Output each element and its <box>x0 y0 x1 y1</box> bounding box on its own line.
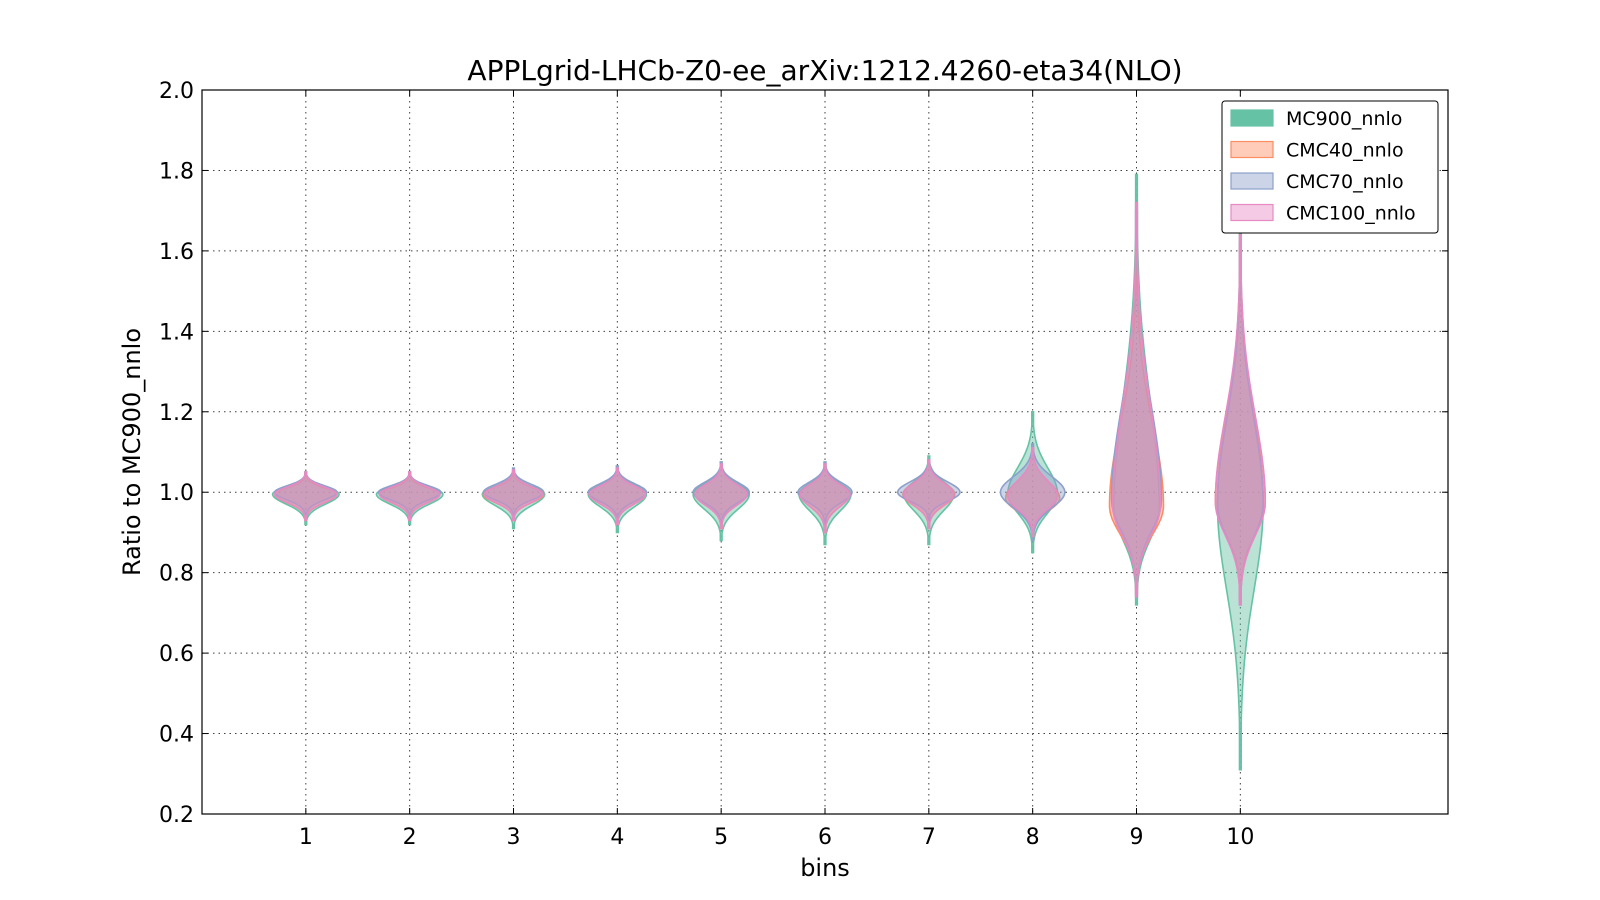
y-tick-label: 1.0 <box>159 481 194 506</box>
chart-title: APPLgrid-LHCb-Z0-ee_arXiv:1212.4260-eta3… <box>467 54 1182 87</box>
violin-CMC100_nnlo-bin-7 <box>903 459 955 530</box>
legend-swatch <box>1230 109 1274 127</box>
violin-CMC100_nnlo-bin-6 <box>799 463 851 534</box>
violin-CMC100_nnlo-bin-10 <box>1214 234 1267 606</box>
x-tick-label: 9 <box>1130 825 1144 850</box>
x-tick-label: 2 <box>403 825 417 850</box>
violin-CMC100_nnlo-bin-4 <box>588 467 647 526</box>
violin-MC900_nnlo-bin-7 <box>903 455 955 546</box>
legend: MC900_nnlo CMC40_nnlo CMC70_nnlo CMC100_nnl… <box>1221 100 1439 234</box>
violin-CMC70_nnlo-bin-3 <box>482 467 545 518</box>
violin-CMC100_nnlo-bin-3 <box>483 469 544 522</box>
violin-CMC70_nnlo-bin-8 <box>999 443 1066 542</box>
y-tick-label: 0.4 <box>159 723 194 748</box>
violin-CMC100_nnlo-bin-5 <box>694 463 748 530</box>
legend-label: CMC70_nnlo <box>1286 171 1404 193</box>
x-tick-label: 10 <box>1226 825 1254 850</box>
violin-CMC100_nnlo-bin-9 <box>1111 201 1162 598</box>
x-tick-label: 6 <box>818 825 832 850</box>
series-CMC70_nnlo <box>273 209 1264 606</box>
legend-label: MC900_nnlo <box>1286 108 1402 130</box>
violin-CMC70_nnlo-bin-4 <box>587 465 648 522</box>
legend-label: CMC40_nnlo <box>1286 140 1404 162</box>
y-tick-label: 0.2 <box>159 803 194 828</box>
y-axis-label: Ratio to MC900_nnlo <box>118 328 146 576</box>
legend-swatch <box>1230 140 1274 159</box>
y-tick-label: 1.2 <box>159 401 194 426</box>
violin-CMC100_nnlo-bin-1 <box>273 471 338 522</box>
x-tick-label: 8 <box>1026 825 1040 850</box>
y-tick-label: 2.0 <box>159 79 194 104</box>
legend-swatch <box>1230 172 1274 190</box>
y-tick-label: 1.6 <box>159 240 194 265</box>
x-tick-label: 3 <box>507 825 521 850</box>
series-CMC40_nnlo <box>273 250 1267 602</box>
violin-CMC100_nnlo-bin-8 <box>1006 447 1059 538</box>
y-tick-label: 0.8 <box>159 562 194 587</box>
x-tick-label: 7 <box>922 825 936 850</box>
y-tick-label: 1.4 <box>159 320 194 345</box>
violin-layer <box>271 173 1267 771</box>
y-tick-label: 1.8 <box>159 159 194 184</box>
violin-CMC100_nnlo-bin-2 <box>378 471 441 522</box>
x-axis-label: bins <box>800 854 850 882</box>
x-tick-label: 1 <box>299 825 313 850</box>
y-tick-label: 0.6 <box>159 642 194 667</box>
x-tick-label: 4 <box>610 825 624 850</box>
violin-CMC70_nnlo-bin-5 <box>692 461 751 526</box>
legend-swatch <box>1230 203 1274 222</box>
legend-box <box>1221 100 1439 234</box>
legend-label: CMC100_nnlo <box>1286 203 1416 225</box>
tick-layer: 1 2 3 4 5 6 7 8 9 10 0.2 0.4 0.6 0.8 1.0 1.2 1.4 1.6 1.8 2.… <box>159 79 1448 850</box>
violin-CMC70_nnlo-bin-6 <box>797 461 853 526</box>
x-tick-label: 5 <box>714 825 728 850</box>
series-CMC100_nnlo <box>273 201 1267 606</box>
